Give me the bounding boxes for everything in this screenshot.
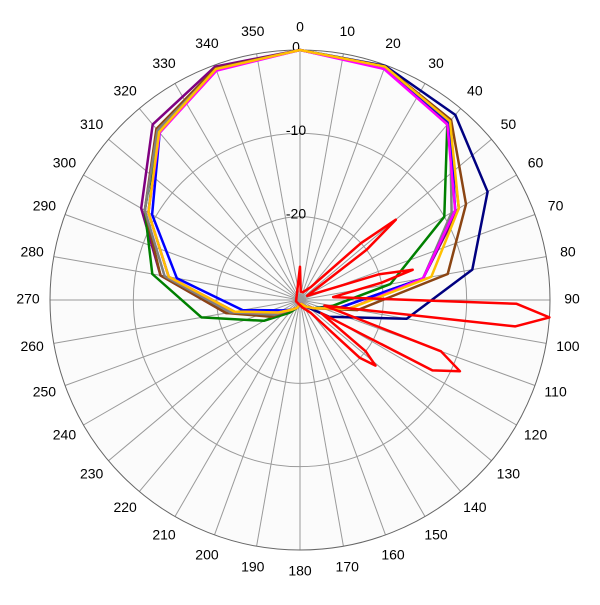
angle-label: 50 <box>501 116 517 132</box>
angle-label: 260 <box>20 338 44 354</box>
spoke <box>299 53 344 301</box>
spoke <box>299 108 462 301</box>
angle-label: 230 <box>80 466 104 482</box>
angle-label: 200 <box>195 546 219 562</box>
spoke <box>299 174 517 301</box>
angle-label: 310 <box>80 116 104 132</box>
spoke <box>174 299 301 517</box>
angle-label: 70 <box>548 198 564 214</box>
angle-label: 60 <box>528 155 544 171</box>
angle-label: 240 <box>53 427 77 443</box>
spoke <box>299 299 344 547</box>
spoke <box>299 83 426 301</box>
angle-label: 120 <box>524 427 548 443</box>
spoke <box>214 299 301 536</box>
angle-label: 110 <box>544 384 567 400</box>
spoke <box>299 299 492 462</box>
angle-label: 320 <box>113 82 137 98</box>
angle-label: 330 <box>152 55 176 71</box>
angle-label: 220 <box>113 499 137 515</box>
ring <box>132 132 468 468</box>
angle-label: 350 <box>241 23 265 39</box>
spoke <box>214 64 301 301</box>
spoke <box>53 299 301 344</box>
spoke <box>108 138 301 301</box>
radial-label: -10 <box>286 122 306 138</box>
spoke <box>83 174 301 301</box>
angle-label: 90 <box>564 291 580 307</box>
angle-label: 100 <box>556 338 580 354</box>
angle-label: 130 <box>497 466 521 482</box>
spoke <box>138 299 301 492</box>
angle-label: 210 <box>152 526 176 542</box>
spoke <box>256 299 301 547</box>
spoke <box>138 108 301 301</box>
angle-label: 140 <box>463 499 487 515</box>
angle-label: 160 <box>381 546 405 562</box>
series-line <box>294 218 551 373</box>
radial-label: 0 <box>292 39 300 55</box>
spoke <box>256 53 301 301</box>
angle-label: 10 <box>339 23 355 39</box>
angle-label: 300 <box>53 155 77 171</box>
angle-label: 80 <box>560 243 576 259</box>
radial-label: -20 <box>286 205 306 221</box>
spoke <box>299 299 386 536</box>
angle-label: 340 <box>195 35 219 51</box>
angle-label: 290 <box>33 198 57 214</box>
angle-label: 180 <box>288 563 312 579</box>
spoke <box>299 299 426 517</box>
angle-label: 30 <box>428 55 444 71</box>
angle-label: 0 <box>296 19 304 35</box>
angle-label: 250 <box>33 384 57 400</box>
spoke <box>108 299 301 462</box>
spoke <box>299 299 462 492</box>
angle-label: 270 <box>16 291 40 307</box>
spoke <box>64 214 301 301</box>
angle-label: 40 <box>467 82 483 98</box>
spoke <box>299 64 386 301</box>
angle-label: 170 <box>336 559 360 575</box>
angle-label: 280 <box>20 243 44 259</box>
spoke <box>174 83 301 301</box>
angle-label: 150 <box>424 526 448 542</box>
angle-label: 190 <box>241 559 265 575</box>
angle-label: 20 <box>385 35 401 51</box>
